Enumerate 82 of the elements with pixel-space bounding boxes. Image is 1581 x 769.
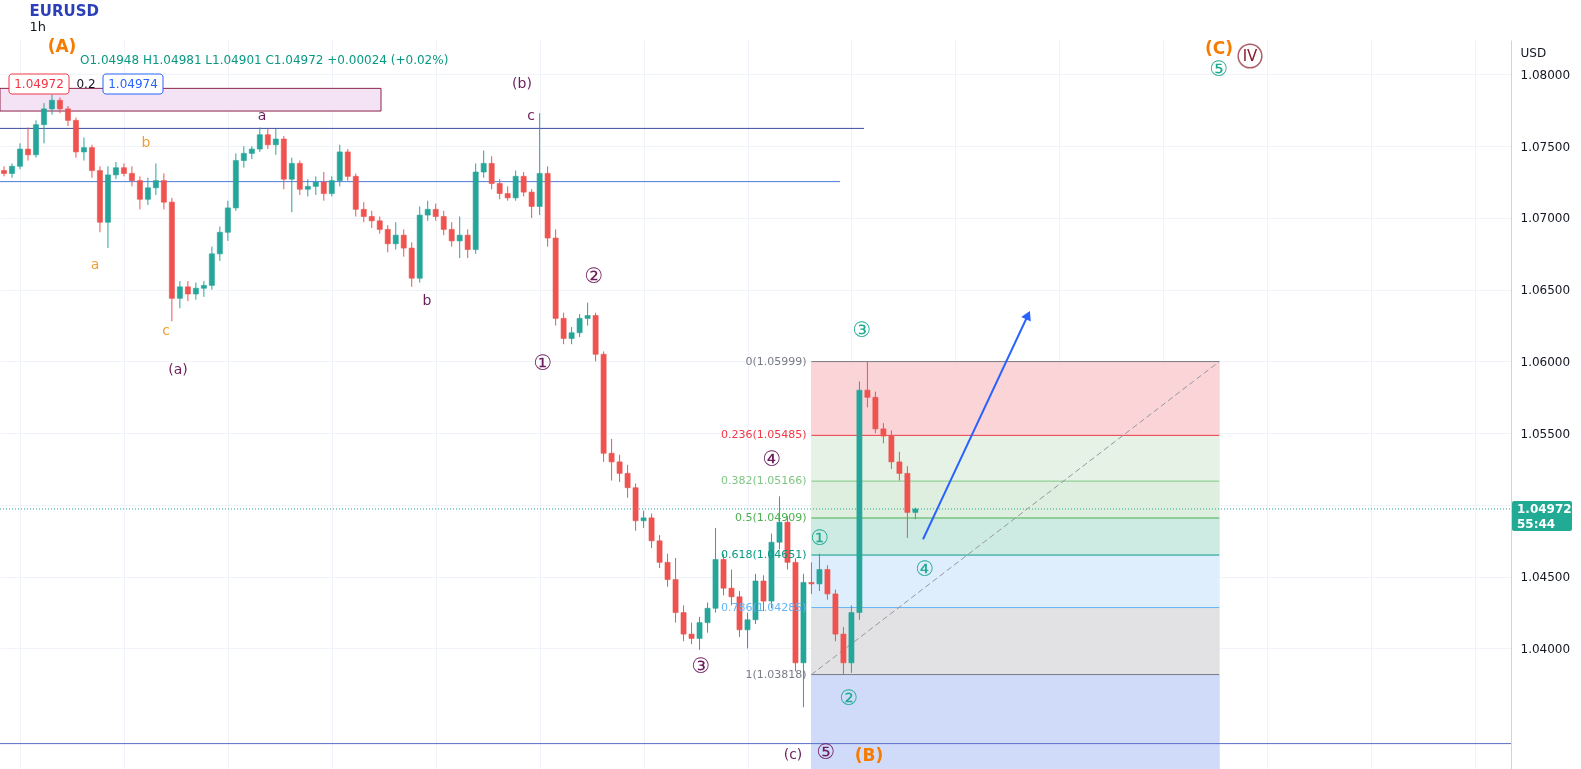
- candlestick: [161, 172, 167, 210]
- y-tick-label: 1.06500: [1520, 283, 1571, 298]
- y-tick-label: 1.07500: [1520, 139, 1571, 154]
- candlestick: [264, 128, 271, 150]
- annotation: 1.04974: [108, 77, 158, 91]
- candlestick: [121, 162, 127, 177]
- candlestick: [153, 162, 159, 196]
- annotation: (c): [783, 746, 803, 762]
- y-tick-label: 1.08000: [1520, 67, 1571, 82]
- candlestick: [320, 171, 327, 202]
- y-axis-title: USD: [1520, 45, 1547, 60]
- annotation: O1.04948 H1.04981 L1.04901 C1.04972 +0.00024 (+0.02%): [80, 53, 449, 67]
- candlestick: [49, 94, 55, 116]
- candlestick: [272, 128, 279, 156]
- candlestick: [201, 280, 207, 298]
- annotation: ①: [810, 526, 830, 550]
- chart-title: EURUSD: [29, 2, 99, 20]
- candlestick: [312, 175, 319, 196]
- candlestick: [256, 127, 263, 153]
- ref-line-label: 0.236(1.05485): [720, 428, 807, 442]
- candlestick: [25, 127, 31, 162]
- candlestick: [177, 280, 183, 309]
- chart-subtitle: 1h: [29, 19, 47, 34]
- annotation: b: [422, 292, 432, 308]
- annotation: 1.04972: [14, 77, 64, 91]
- annotation: ④: [762, 447, 782, 471]
- annotation: b: [141, 134, 151, 150]
- candlestick: [129, 165, 135, 187]
- annotation: a: [257, 107, 267, 123]
- annotation: ②: [839, 686, 859, 710]
- candlestick: [137, 175, 143, 210]
- candlestick: [89, 144, 95, 179]
- candlestick: [464, 228, 471, 259]
- candlestick: [81, 137, 87, 162]
- annotation: (C): [1204, 38, 1234, 58]
- annotation: ①: [533, 351, 553, 375]
- candlestick: [808, 561, 815, 595]
- annotation: ③: [852, 318, 872, 342]
- candlestick: [1, 165, 7, 177]
- annotation: 0.2: [76, 77, 96, 91]
- annotation: (B): [854, 745, 884, 765]
- candlestick: [185, 280, 191, 302]
- candlestick: [193, 282, 199, 301]
- text: 55:44: [1517, 517, 1556, 531]
- candlestick: [217, 226, 223, 262]
- y-tick-label: 1.04500: [1520, 570, 1571, 585]
- y-tick-label: 1.04000: [1520, 641, 1571, 656]
- candlestick: [9, 162, 15, 179]
- candlestick: [400, 228, 407, 258]
- annotation: ⑤: [1209, 57, 1229, 81]
- annotation: ④: [915, 557, 935, 581]
- y-tick-label: 1.06000: [1520, 354, 1571, 369]
- candlestick: [456, 216, 463, 259]
- candlestick: [288, 157, 295, 213]
- candlestick: [384, 224, 391, 253]
- annotation: ③: [691, 654, 711, 678]
- candlestick: [512, 170, 519, 202]
- annotation: ②: [584, 264, 604, 288]
- annotation: c: [527, 107, 535, 123]
- candlestick: [240, 145, 247, 169]
- annotation: IV: [1242, 47, 1259, 65]
- candlestick: [424, 200, 431, 222]
- y-tick-label: 1.07000: [1520, 211, 1571, 226]
- candlestick: [145, 177, 151, 206]
- candlestick: [41, 102, 47, 144]
- annotation: (b): [512, 75, 532, 91]
- annotation: c: [162, 322, 170, 338]
- candlestick: [816, 553, 823, 592]
- annotation: (A): [47, 36, 77, 56]
- y-tick-label: 1.05500: [1520, 426, 1571, 441]
- annotation: a: [90, 256, 100, 272]
- ref-line-label: 0.382(1.05166): [720, 474, 807, 488]
- candlestick: [360, 201, 367, 223]
- candlestick: [392, 221, 399, 251]
- candlestick: [65, 105, 71, 127]
- candlestick: [113, 161, 119, 180]
- annotation: ⑤: [816, 740, 836, 764]
- annotation: (a): [168, 361, 188, 377]
- ref-line-label: 1.04972: [1517, 501, 1572, 516]
- candlestick: [17, 142, 23, 170]
- ref-line-label: 0(1.05999): [745, 354, 807, 368]
- candlestick: [328, 175, 335, 197]
